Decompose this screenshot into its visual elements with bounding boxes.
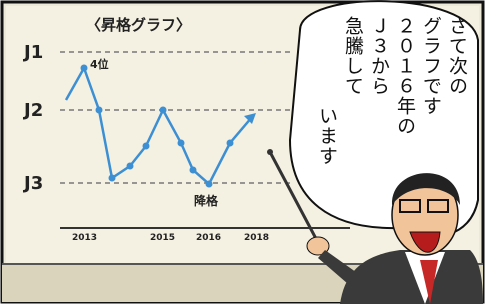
speech-line: さて次の [446,16,468,96]
year-label: 2016 [196,233,221,243]
level-label: J2 [24,100,43,121]
speech-line: います [316,106,338,166]
year-label: 2018 [244,233,269,243]
speech-line: グラフです [420,16,442,116]
comic-panel: 〈昇格グラフ〉 J1 J2 J3 4位 降格 2013 2015 2016 20… [0,0,485,304]
annotation: 4位 [90,56,109,72]
level-label: J3 [24,173,43,194]
annotation: 降格 [194,192,218,209]
level-label: J1 [24,42,43,63]
year-label: 2013 [72,233,97,243]
board-title: 〈昇格グラフ〉 [86,14,191,35]
speech-line: ２０１６年の [394,16,416,136]
speech-line: Ｊ３から [368,16,390,96]
speech-line: 急騰して [342,16,364,96]
year-label: 2015 [150,233,175,243]
